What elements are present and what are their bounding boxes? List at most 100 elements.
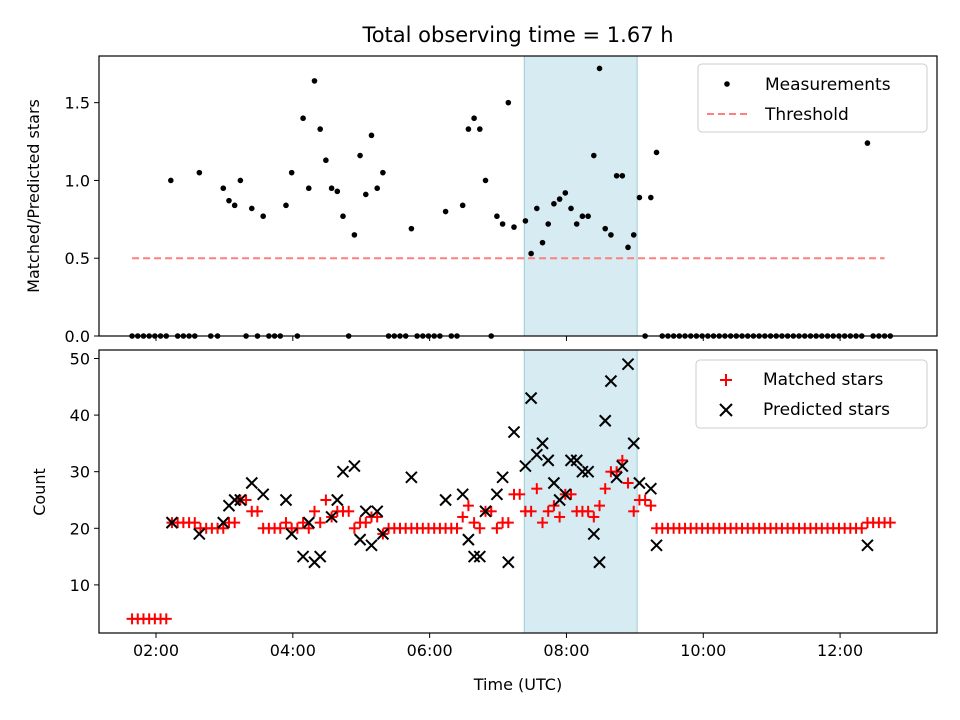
measurement-point bbox=[168, 177, 174, 184]
predicted-star-point bbox=[313, 550, 327, 563]
top-marks-group bbox=[129, 65, 894, 339]
matched-star-point bbox=[280, 517, 292, 529]
matched-star-point bbox=[451, 522, 463, 534]
measurement-point bbox=[226, 197, 232, 204]
measurement-point bbox=[499, 221, 506, 227]
predicted-star-point bbox=[296, 550, 310, 563]
measurement-point bbox=[334, 188, 341, 195]
legend-measurements-label: Measurements bbox=[765, 75, 891, 95]
matched-star-point bbox=[457, 511, 469, 523]
predicted-star-point bbox=[599, 414, 612, 427]
top-panel: 0.0 0.5 1.0 1.5 Total observing time = 1.67… bbox=[24, 23, 938, 346]
matched-star-point bbox=[217, 522, 229, 534]
matched-star-point bbox=[548, 500, 560, 512]
matched-star-point bbox=[485, 505, 497, 517]
measurement-point bbox=[317, 126, 323, 132]
measurement-point bbox=[196, 169, 203, 176]
predicted-star-point bbox=[370, 505, 384, 518]
measurement-point bbox=[551, 200, 557, 207]
measurement-point bbox=[471, 115, 477, 122]
measurement-point bbox=[368, 132, 375, 139]
measurement-point bbox=[505, 99, 512, 106]
measurement-point bbox=[477, 126, 483, 132]
measurement-point bbox=[619, 172, 626, 179]
predicted-star-point bbox=[559, 488, 572, 501]
top-y-tick-label: 0.5 bbox=[65, 249, 90, 268]
measurement-point bbox=[562, 190, 569, 196]
top-tick-group: 0.0 0.5 1.0 1.5 bbox=[65, 94, 841, 346]
legend-predicted-label: Predicted stars bbox=[763, 400, 890, 420]
matched-star-point bbox=[189, 517, 201, 529]
predicted-star-point bbox=[861, 539, 874, 552]
measurement-point bbox=[442, 208, 449, 215]
matched-star-point bbox=[611, 466, 623, 478]
predicted-star-point bbox=[245, 476, 258, 490]
predicted-star-point bbox=[193, 527, 206, 541]
bottom-panel: 02:00 04:00 06:00 08:00 10:00 12:00 10 20 30 40 50… bbox=[30, 349, 938, 694]
predicted-star-point bbox=[376, 527, 390, 541]
top-axes-frame bbox=[98, 55, 938, 337]
predicted-star-point bbox=[547, 476, 561, 490]
measurement-point bbox=[237, 177, 244, 184]
predicted-star-point bbox=[593, 556, 606, 569]
measurement-point bbox=[323, 157, 329, 164]
measurement-point bbox=[220, 185, 227, 192]
predicted-star-point bbox=[633, 476, 646, 490]
top-y-tick-label: 1.0 bbox=[65, 171, 90, 190]
predicted-star-point bbox=[604, 374, 618, 388]
matched-star-point bbox=[565, 488, 577, 500]
matched-star-point bbox=[160, 613, 172, 625]
predicted-star-point bbox=[530, 448, 544, 461]
measurement-point bbox=[260, 213, 266, 220]
measurement-point bbox=[374, 185, 380, 192]
measurement-point bbox=[408, 225, 415, 232]
bottom-legend: Matched stars Predicted stars bbox=[695, 359, 928, 429]
predicted-star-point bbox=[587, 527, 601, 541]
predicted-star-point bbox=[542, 454, 555, 467]
predicted-star-point bbox=[405, 471, 418, 484]
measurement-point bbox=[311, 78, 318, 84]
matched-star-point bbox=[537, 517, 549, 529]
predicted-star-point bbox=[644, 482, 658, 495]
bottom-shaded-interval bbox=[523, 349, 638, 634]
measurement-point bbox=[602, 225, 609, 232]
measurement-point bbox=[864, 140, 871, 146]
matched-star-point bbox=[229, 517, 241, 529]
measurement-point bbox=[648, 194, 654, 201]
legend-measurements-marker bbox=[724, 81, 730, 87]
predicted-star-point bbox=[507, 425, 521, 439]
matched-star-point bbox=[622, 477, 634, 489]
measurement-point bbox=[636, 194, 643, 201]
measurement-point bbox=[340, 213, 346, 220]
measurement-point bbox=[579, 213, 586, 220]
matched-star-point bbox=[474, 522, 486, 534]
legend-threshold-label: Threshold bbox=[764, 105, 849, 125]
matched-star-point bbox=[616, 454, 628, 466]
matched-star-point bbox=[502, 517, 514, 529]
measurement-point bbox=[630, 232, 637, 238]
matched-star-point bbox=[371, 511, 383, 523]
predicted-star-point bbox=[285, 527, 298, 541]
predicted-star-point bbox=[456, 488, 469, 501]
matched-star-point bbox=[599, 483, 611, 495]
predicted-star-point bbox=[302, 516, 315, 529]
predicted-star-point bbox=[217, 516, 230, 529]
bottom-x-tick-label: 06:00 bbox=[407, 641, 453, 660]
predicted-star-point bbox=[348, 459, 361, 473]
measurement-point bbox=[482, 177, 489, 184]
measurement-point bbox=[380, 169, 386, 176]
matched-star-point bbox=[274, 522, 286, 534]
measurement-point bbox=[556, 196, 563, 202]
measurement-point bbox=[573, 221, 580, 227]
measurement-point bbox=[288, 169, 295, 176]
measurement-point bbox=[613, 172, 620, 179]
matched-star-point bbox=[582, 505, 594, 517]
bottom-x-tick-label: 04:00 bbox=[270, 641, 316, 660]
predicted-star-point bbox=[359, 505, 372, 518]
measurement-point bbox=[539, 239, 546, 246]
matched-star-point bbox=[468, 517, 480, 529]
matched-star-point bbox=[314, 517, 326, 529]
matched-star-point bbox=[588, 511, 600, 523]
measurement-point bbox=[357, 152, 363, 159]
predicted-star-point bbox=[536, 437, 549, 450]
